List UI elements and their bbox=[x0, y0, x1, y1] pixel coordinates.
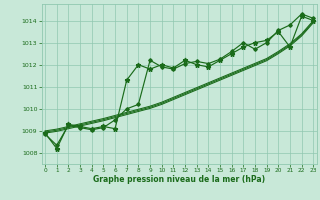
X-axis label: Graphe pression niveau de la mer (hPa): Graphe pression niveau de la mer (hPa) bbox=[93, 175, 265, 184]
